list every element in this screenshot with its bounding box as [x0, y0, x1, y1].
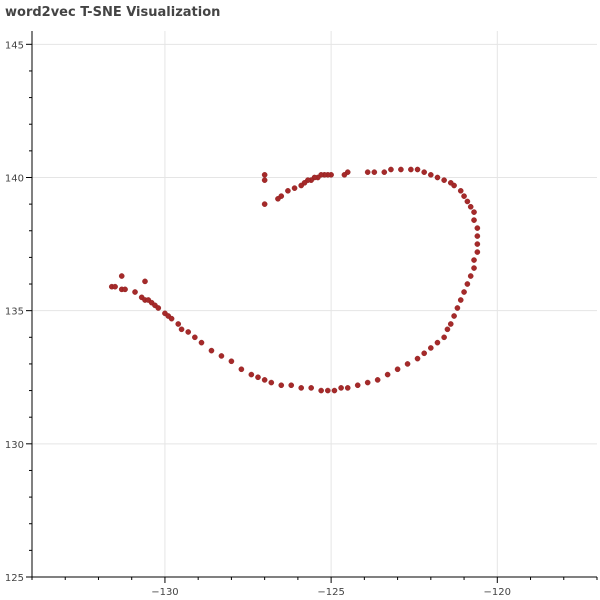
data-point: [421, 169, 427, 175]
data-point: [404, 361, 411, 367]
data-point: [447, 321, 454, 327]
data-point: [278, 382, 285, 389]
data-point: [434, 339, 441, 346]
data-point: [142, 278, 148, 285]
data-point: [364, 169, 371, 175]
data-point: [318, 387, 324, 394]
data-point: [198, 339, 205, 346]
data-point: [408, 166, 414, 173]
data-point: [464, 281, 471, 287]
data-point: [118, 273, 125, 279]
data-point: [192, 334, 198, 341]
grid: [32, 31, 597, 578]
data-point: [112, 283, 118, 290]
data-point: [354, 382, 361, 389]
y-tick-label: 130: [5, 440, 24, 451]
data-point: [421, 350, 427, 357]
data-point: [122, 286, 128, 293]
data-point: [451, 313, 457, 319]
data-point: [471, 217, 477, 223]
data-point: [441, 334, 447, 341]
data-point: [371, 169, 378, 175]
data-point: [471, 257, 477, 263]
data-point: [275, 195, 281, 202]
data-point: [331, 387, 338, 394]
data-point: [238, 366, 245, 373]
data-point: [388, 166, 394, 173]
data-point: [381, 169, 388, 175]
data-point: [457, 188, 464, 194]
chart-title: word2vec T-SNE Visualization: [5, 5, 221, 20]
data-point: [308, 385, 314, 391]
data-point: [324, 387, 331, 394]
data-point: [461, 193, 467, 199]
data-point: [398, 166, 404, 173]
data-point: [384, 371, 391, 378]
data-point: [471, 209, 477, 215]
data-point: [261, 377, 268, 383]
data-points: [108, 166, 481, 394]
y-tick-label: 140: [5, 173, 24, 184]
data-point: [341, 172, 348, 178]
data-point: [444, 326, 451, 333]
data-point: [132, 289, 138, 295]
y-tick-label: 125: [5, 573, 24, 584]
data-point: [441, 177, 447, 183]
y-tick-label: 135: [5, 307, 24, 318]
data-point: [288, 382, 295, 389]
data-point: [414, 166, 421, 173]
data-point: [461, 289, 467, 295]
data-point: [374, 377, 381, 383]
data-point: [208, 347, 215, 354]
data-point: [447, 180, 454, 186]
data-point: [474, 249, 481, 255]
x-tick-label: −130: [151, 587, 178, 598]
x-tick-label: −120: [484, 587, 511, 598]
data-point: [457, 297, 464, 303]
axes: −130 −125 −120 125 130 135 140 145: [5, 31, 598, 598]
data-point: [291, 185, 298, 191]
data-point: [261, 177, 268, 183]
data-point: [185, 329, 192, 335]
data-point: [474, 225, 481, 231]
data-point: [414, 355, 421, 362]
data-point: [471, 265, 477, 271]
data-point: [344, 385, 351, 391]
data-point: [248, 371, 255, 378]
data-point: [285, 188, 291, 194]
data-point: [467, 203, 474, 210]
data-point: [464, 198, 471, 205]
data-point: [428, 172, 434, 178]
data-point: [474, 233, 481, 239]
data-point: [228, 358, 235, 365]
data-point: [338, 385, 344, 391]
data-point: [268, 379, 275, 386]
data-point: [394, 366, 401, 373]
data-point: [168, 315, 175, 322]
data-point: [364, 379, 371, 386]
data-point: [298, 385, 305, 391]
data-point: [255, 374, 261, 381]
data-point: [474, 241, 481, 247]
data-point: [298, 182, 305, 189]
data-point: [218, 353, 225, 359]
data-point: [454, 305, 461, 311]
data-point: [467, 273, 474, 279]
data-point: [155, 305, 162, 311]
x-tick-label: −125: [317, 587, 344, 598]
data-point: [178, 326, 185, 333]
y-tick-label: 145: [5, 40, 24, 51]
data-point: [261, 172, 268, 178]
data-point: [175, 321, 182, 327]
data-point: [434, 174, 441, 181]
data-point: [428, 345, 434, 351]
data-point: [261, 201, 268, 207]
